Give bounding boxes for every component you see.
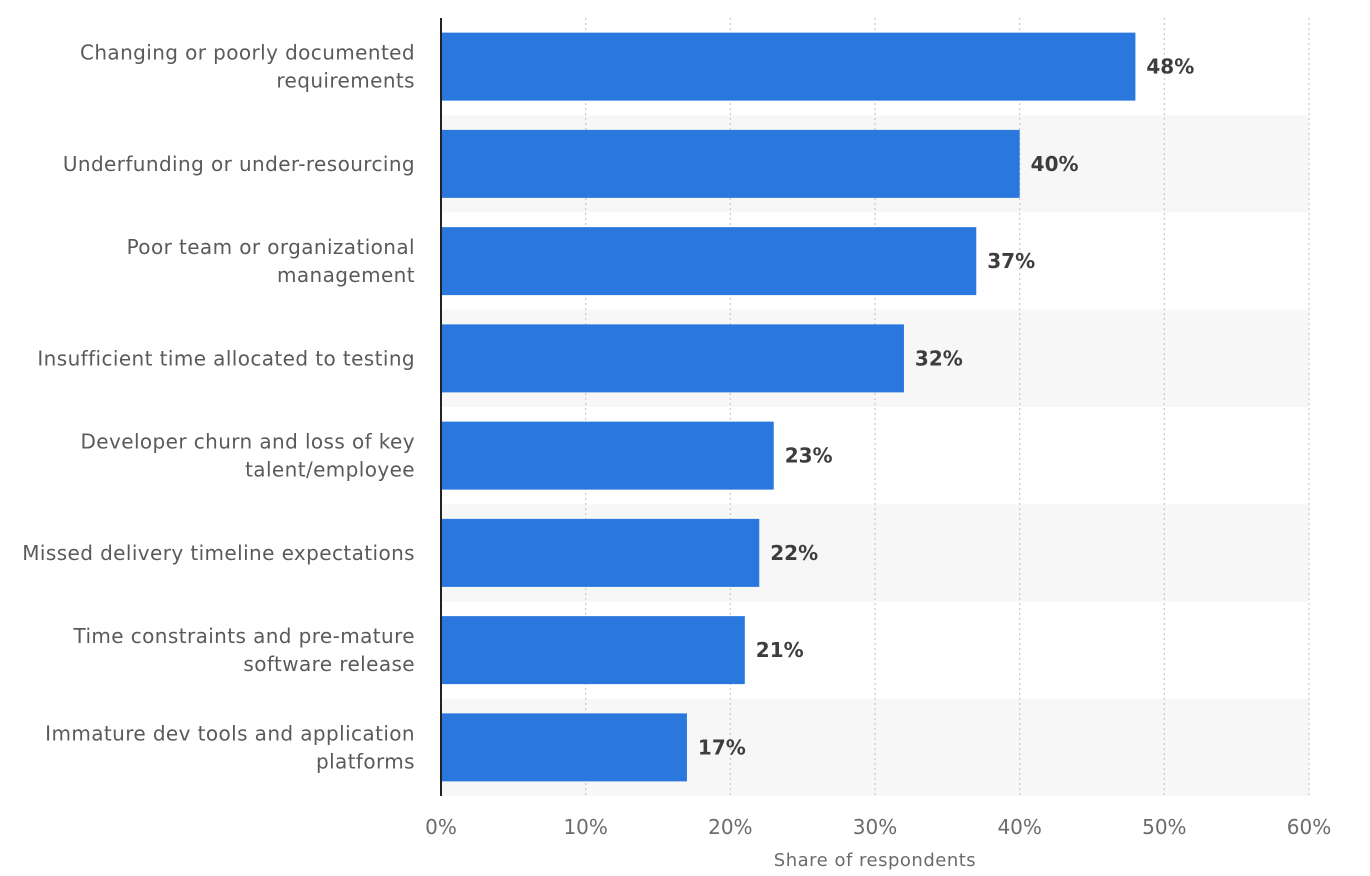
x-tick-label: 10% xyxy=(563,815,607,839)
category-label-line: Time constraints and pre-mature xyxy=(72,624,415,648)
bar xyxy=(441,421,774,490)
category-label: Immature dev tools and application platfo… xyxy=(45,721,415,773)
bar xyxy=(441,616,745,685)
bar xyxy=(441,227,977,296)
category-label-line: Poor team or organizational xyxy=(127,235,415,259)
x-tick-label: 20% xyxy=(708,815,752,839)
category-label-line: talent/employee xyxy=(245,458,415,482)
bar-value-label: 40% xyxy=(1031,152,1079,176)
bar xyxy=(441,129,1020,198)
category-label-line: management xyxy=(277,263,415,287)
x-tick-label: 40% xyxy=(997,815,1041,839)
data-labels: 48% 40% 37% 32% 23% 22% 21% 17% xyxy=(698,55,1194,760)
category-label: Missed delivery timeline expectations xyxy=(22,541,415,565)
category-labels: Changing or poorly documented requirement… xyxy=(22,41,416,774)
category-label: Developer churn and loss of key talent/em… xyxy=(81,430,416,482)
bar xyxy=(441,324,904,393)
bar-value-label: 22% xyxy=(770,541,818,565)
category-label: Changing or poorly documented requirement… xyxy=(80,41,415,93)
bar-value-label: 23% xyxy=(785,444,833,468)
bar-value-label: 21% xyxy=(756,638,804,662)
category-label-line: Underfunding or under-resourcing xyxy=(63,152,415,176)
category-label-line: requirements xyxy=(276,69,415,93)
bars xyxy=(441,32,1136,782)
category-label: Poor team or organizational management xyxy=(127,235,415,287)
x-axis-ticks: 0% 10% 20% 30% 40% 50% 60% xyxy=(425,815,1331,839)
x-tick-label: 0% xyxy=(425,815,457,839)
category-label-line: Changing or poorly documented xyxy=(80,41,415,65)
bar-value-label: 32% xyxy=(915,346,963,370)
category-label: Insufficient time allocated to testing xyxy=(37,346,415,370)
bar xyxy=(441,713,687,782)
category-label-line: Developer churn and loss of key xyxy=(81,430,416,454)
bar-value-label: 37% xyxy=(987,249,1035,273)
x-axis-title: Share of respondents xyxy=(774,850,976,871)
bar xyxy=(441,518,760,587)
category-label: Underfunding or under-resourcing xyxy=(63,152,415,176)
category-label-line: platforms xyxy=(316,749,415,773)
category-label-line: Missed delivery timeline expectations xyxy=(22,541,415,565)
x-tick-label: 60% xyxy=(1287,815,1331,839)
bar xyxy=(441,32,1136,101)
bar-value-label: 48% xyxy=(1146,55,1194,79)
category-label-line: Insufficient time allocated to testing xyxy=(37,346,415,370)
category-label-line: software release xyxy=(243,652,415,676)
x-tick-label: 30% xyxy=(853,815,897,839)
category-label: Time constraints and pre-mature software … xyxy=(72,624,415,676)
bar-value-label: 17% xyxy=(698,735,746,759)
x-tick-label: 50% xyxy=(1142,815,1186,839)
category-label-line: Immature dev tools and application xyxy=(45,721,415,745)
